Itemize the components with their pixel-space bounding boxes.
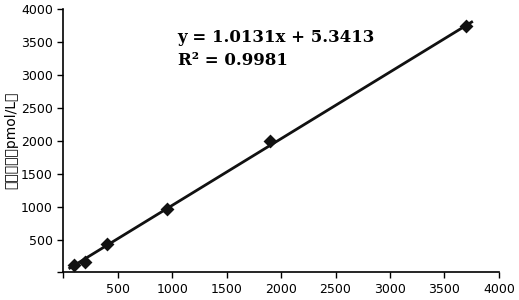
- Point: [81, 260, 89, 265]
- Point: [103, 242, 111, 247]
- Point: [462, 23, 470, 28]
- Point: [70, 263, 78, 268]
- Point: [266, 138, 275, 143]
- Y-axis label: 实测浓度（pmol/L）: 实测浓度（pmol/L）: [4, 92, 18, 190]
- Point: [162, 206, 171, 211]
- Text: y = 1.0131x + 5.3413
R² = 0.9981: y = 1.0131x + 5.3413 R² = 0.9981: [177, 29, 375, 69]
